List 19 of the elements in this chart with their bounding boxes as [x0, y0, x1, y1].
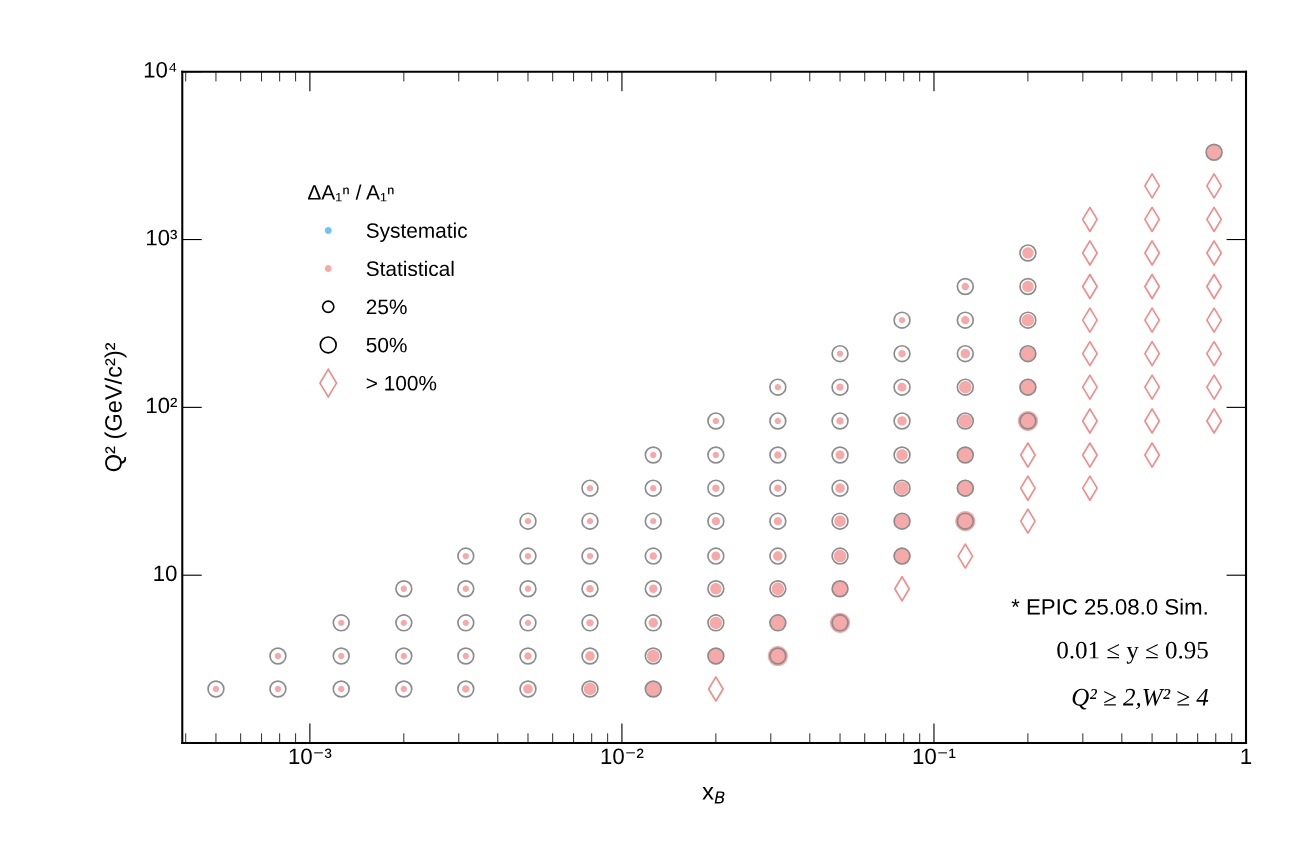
x-tick-label: 10⁻²: [601, 748, 644, 765]
legend-title: ΔA₁ⁿ / A₁ⁿ: [308, 184, 394, 202]
annotation: Q² ≥ 2,W² ≥ 4: [1072, 688, 1209, 710]
legend-label: Statistical: [366, 260, 454, 277]
x-tick-label: 10⁻³: [289, 748, 332, 765]
y-axis-title: Q² (GeV/c²)²: [104, 342, 127, 472]
x-tick-label: 1: [1241, 748, 1252, 765]
legend-label: > 100%: [366, 375, 437, 391]
x-axis-title: x$_{B}$: [702, 787, 725, 804]
y-tick-label: 10: [154, 565, 177, 582]
legend-label: Systematic: [366, 222, 468, 243]
legend-label: 50%: [366, 337, 407, 353]
y-tick-label: 10³: [147, 229, 177, 246]
annotation: * EPIC 25.08.0 Sim.: [1011, 598, 1207, 615]
y-tick-label: 10²: [147, 397, 177, 414]
y-tick-label: 10⁴: [144, 61, 177, 78]
x-tick-label: 10⁻¹: [913, 748, 956, 765]
legend-label: 25%: [366, 299, 407, 315]
annotation: 0.01 ≤ y ≤ 0.95: [1057, 641, 1208, 664]
